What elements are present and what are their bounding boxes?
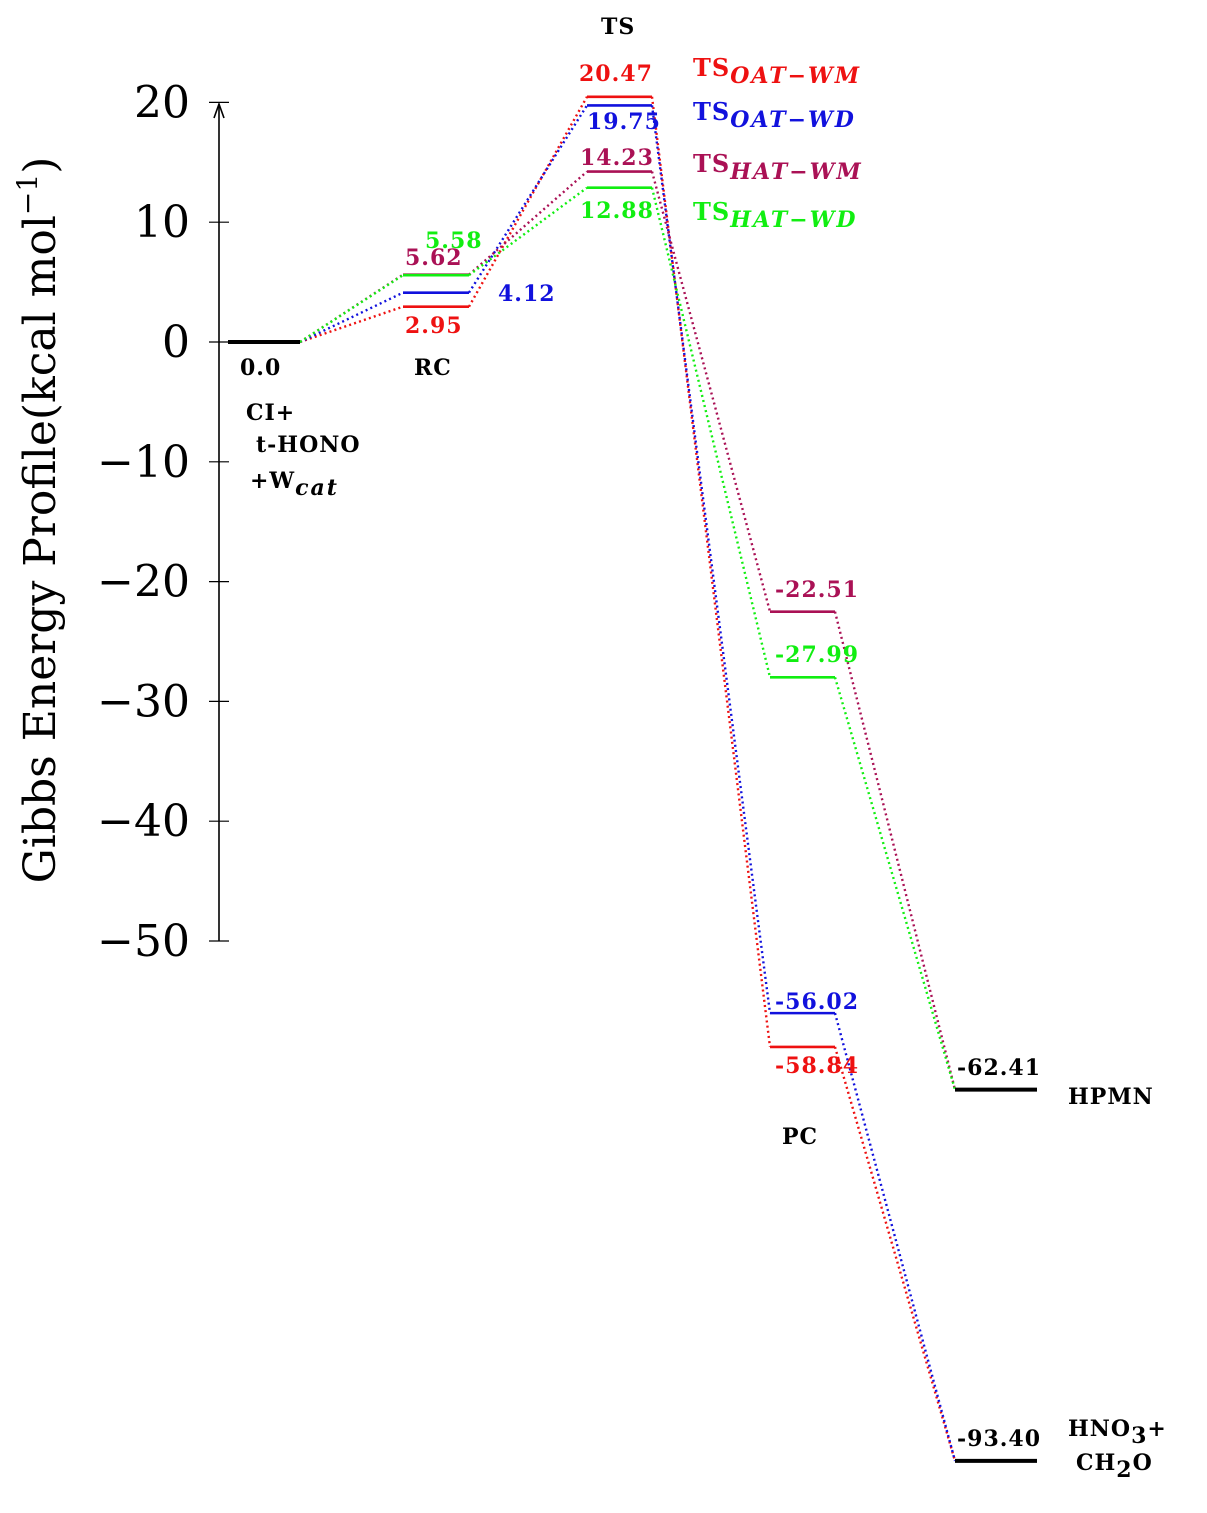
connector-OAT_WM (833, 1046, 957, 1462)
value-label-reactants: 0.0 (240, 355, 281, 381)
connector-OAT_WM (650, 96, 772, 1048)
value-label-ts-HAT_WD: 12.88 (580, 198, 654, 224)
reactant-name-line-2: t-HONO (256, 432, 361, 458)
reactant-name-line-3: +Wcat (250, 468, 339, 501)
y-tick-label: −10 (97, 437, 190, 488)
value-label-ts-OAT_WM: 20.47 (579, 61, 653, 87)
connector-OAT_WD (299, 291, 404, 344)
value-label-pc-HAT_WD: -27.99 (775, 642, 859, 668)
connector-HAT_WD (468, 186, 588, 277)
connector-OAT_WM (299, 305, 404, 344)
legend-entry-HAT_WD: TSHAT−WD (693, 197, 857, 233)
y-tick-label: −20 (97, 557, 190, 608)
stage-label-ts: TS (601, 14, 635, 40)
legend-entry-OAT_WM: TSOAT−WM (693, 53, 861, 89)
connector-OAT_WM (467, 96, 589, 308)
stage-label-pc: PC (782, 1124, 818, 1150)
product-name-hno3: HNO3+ (1068, 1416, 1167, 1449)
y-axis-arrowhead (213, 101, 225, 119)
connector-OAT_WD (833, 1012, 957, 1462)
connector-OAT_WD (467, 104, 589, 294)
y-tick-label: −50 (97, 916, 190, 967)
product-name-ch2o: CH2O (1076, 1450, 1153, 1483)
y-tick-label: −30 (97, 676, 190, 727)
value-label-pc-HAT_WM: -22.51 (775, 577, 859, 603)
value-label-rc-HAT_WD: 5.58 (425, 228, 483, 254)
connector-HAT_WD (833, 676, 957, 1091)
connector-HAT_WM (468, 170, 588, 276)
value-label-ts-OAT_WD: 19.75 (587, 109, 661, 135)
legend-entry-OAT_WD: TSOAT−WD (693, 97, 856, 133)
value-label-rc-OAT_WD: 4.12 (498, 281, 556, 307)
value-label-product-hpmn: -62.41 (957, 1055, 1041, 1081)
connector-HAT_WM (650, 171, 772, 612)
y-tick-label: 20 (134, 77, 190, 128)
legend-entry-HAT_WM: TSHAT−WM (693, 149, 863, 185)
connector-HAT_WD (650, 187, 772, 678)
value-label-ts-HAT_WM: 14.23 (580, 145, 654, 171)
value-label-pc-OAT_WM: -58.84 (775, 1053, 859, 1079)
value-label-product-hno3: -93.40 (957, 1426, 1041, 1452)
connector-HAT_WM (833, 611, 957, 1090)
value-label-rc-HAT_WM: 5.62 (405, 245, 463, 271)
connector-OAT_WD (650, 105, 772, 1014)
value-label-pc-OAT_WD: -56.02 (775, 989, 859, 1015)
y-tick-label: −40 (97, 796, 190, 847)
reactant-name-line-1: CI+ (246, 400, 295, 426)
y-tick-label: 0 (162, 317, 190, 368)
product-name-hpmn: HPMN (1068, 1084, 1154, 1110)
y-axis-title: Gibbs Energy Profile(kcal mol−1) (11, 157, 66, 884)
connector-HAT_WD (299, 274, 404, 344)
y-tick-label: 10 (134, 197, 190, 248)
stage-label-rc: RC (414, 355, 452, 381)
value-label-rc-OAT_WM: 2.95 (405, 313, 463, 339)
